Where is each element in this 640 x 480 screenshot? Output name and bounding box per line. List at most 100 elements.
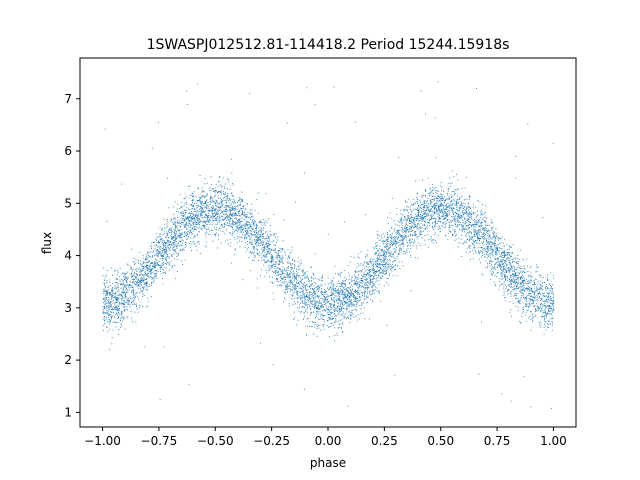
data-point [523, 281, 524, 283]
data-point [477, 237, 478, 239]
data-point [279, 263, 280, 265]
data-point [407, 215, 409, 217]
data-point [512, 302, 514, 304]
data-point [469, 213, 471, 215]
data-point [438, 214, 440, 216]
data-point [273, 239, 275, 241]
data-point [156, 247, 158, 249]
data-point [215, 184, 217, 186]
data-point [393, 248, 395, 250]
data-point [229, 189, 231, 191]
data-point [290, 279, 292, 281]
data-point [367, 286, 369, 288]
data-point [153, 267, 155, 269]
data-point [412, 222, 414, 224]
data-point [257, 287, 259, 289]
data-point [436, 201, 438, 203]
data-point [222, 220, 224, 222]
data-point [368, 269, 370, 271]
data-point [382, 251, 384, 253]
data-point [350, 317, 351, 319]
data-point [340, 283, 341, 285]
data-point [543, 292, 545, 294]
data-point [278, 263, 280, 265]
data-point [402, 242, 404, 244]
data-point [385, 261, 387, 263]
data-point [107, 293, 109, 295]
data-point [288, 267, 289, 269]
data-point [239, 201, 241, 203]
data-point [323, 300, 325, 302]
data-point [103, 307, 105, 309]
data-point [514, 276, 516, 278]
data-point [383, 240, 384, 242]
data-point [386, 232, 388, 233]
data-point [532, 284, 534, 286]
data-point [263, 227, 265, 229]
data-point [229, 210, 231, 212]
data-point [150, 271, 152, 273]
data-point [192, 199, 194, 201]
data-point [252, 244, 253, 246]
data-point [204, 227, 206, 229]
data-point [230, 242, 232, 244]
data-point [392, 243, 394, 245]
data-point [166, 249, 168, 251]
data-point [233, 223, 235, 225]
data-point [196, 217, 197, 218]
data-point [293, 277, 295, 279]
data-point [119, 303, 121, 305]
data-point [129, 280, 131, 282]
data-point [199, 231, 200, 233]
data-point [246, 216, 248, 217]
data-point [503, 268, 505, 270]
data-point [522, 293, 524, 295]
data-point [445, 205, 447, 207]
data-point [514, 283, 516, 285]
data-point [519, 266, 521, 268]
data-point [200, 207, 202, 209]
data-point [425, 216, 427, 218]
data-point [454, 220, 456, 222]
data-point [443, 215, 445, 217]
data-point [288, 255, 290, 257]
data-point [468, 227, 470, 229]
data-point [267, 247, 269, 249]
data-point [492, 271, 494, 273]
data-point [393, 220, 395, 222]
data-point [201, 195, 203, 197]
data-point [350, 278, 352, 280]
data-point [143, 267, 145, 269]
data-point [349, 293, 351, 295]
data-point [305, 289, 307, 291]
data-point [396, 243, 398, 245]
data-point [434, 225, 435, 226]
data-point [424, 239, 426, 241]
data-point [354, 298, 356, 300]
data-point [495, 252, 497, 254]
data-point [510, 255, 512, 257]
data-point [111, 295, 113, 297]
data-point [354, 309, 356, 311]
data-point [478, 253, 480, 255]
data-point [263, 223, 265, 225]
data-point [346, 287, 348, 289]
data-point [528, 289, 530, 291]
data-point [407, 206, 409, 208]
data-point [372, 277, 374, 279]
data-point [223, 197, 224, 199]
data-point [530, 295, 532, 297]
data-point [217, 222, 219, 224]
data-point [309, 305, 310, 307]
data-point [471, 236, 473, 238]
data-point [384, 272, 386, 274]
data-point [252, 260, 253, 261]
data-point [345, 297, 347, 299]
data-point [401, 222, 403, 224]
data-point [262, 233, 264, 235]
data-point [108, 302, 110, 303]
data-point [298, 287, 300, 289]
data-point [312, 321, 314, 323]
data-point [369, 266, 370, 267]
data-point [161, 263, 163, 265]
